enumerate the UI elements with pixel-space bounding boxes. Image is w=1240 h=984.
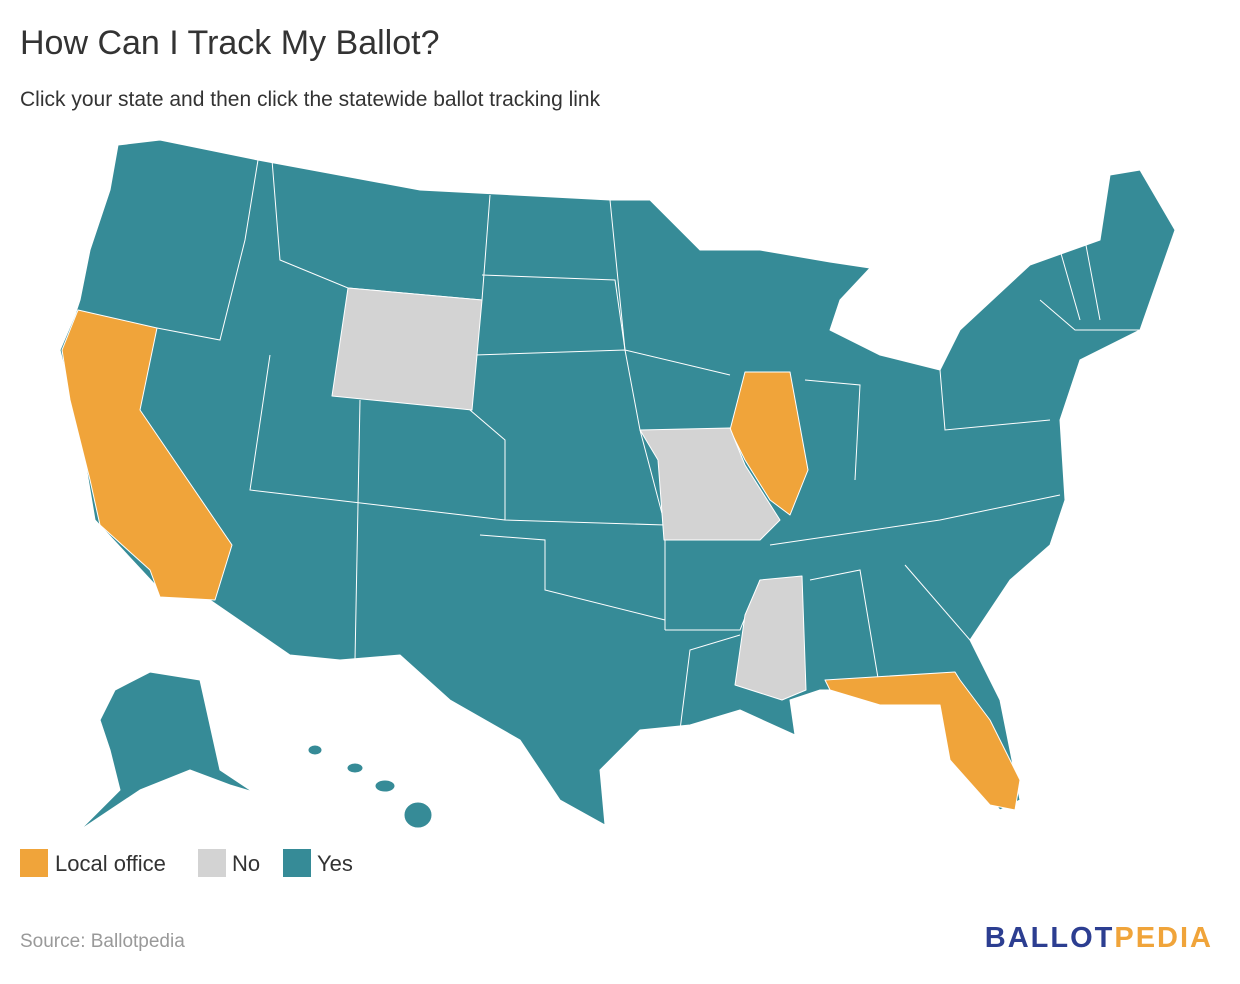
legend-label: Local office	[55, 851, 166, 876]
logo-second: PEDIA	[1114, 922, 1213, 954]
state-no[interactable]	[734, 575, 807, 701]
us-mainland[interactable]	[59, 139, 1176, 826]
state-local[interactable]	[824, 671, 1021, 811]
state-yes[interactable]	[307, 744, 323, 756]
legend-label: No	[232, 851, 260, 876]
source: Source: Ballotpedia	[20, 931, 185, 952]
state-yes[interactable]	[374, 779, 396, 793]
legend-label: Yes	[317, 851, 353, 876]
logo-first: BALLOT	[985, 922, 1115, 954]
legend-swatch	[20, 849, 48, 877]
map	[59, 139, 1176, 831]
legend-swatch	[198, 849, 226, 877]
logo: BALLOTPEDIA	[985, 922, 1213, 954]
state-no[interactable]	[639, 427, 781, 541]
state-yes[interactable]	[403, 801, 433, 829]
state-yes[interactable]	[79, 671, 281, 831]
legend: Local office No Yes	[20, 849, 353, 877]
state-yes[interactable]	[346, 762, 364, 774]
state-no[interactable]	[331, 287, 483, 411]
subtitle: Click your state and then click the stat…	[20, 88, 601, 111]
state-local[interactable]	[61, 309, 233, 601]
title: How Can I Track My Ballot?	[20, 24, 439, 62]
legend-swatch	[283, 849, 311, 877]
